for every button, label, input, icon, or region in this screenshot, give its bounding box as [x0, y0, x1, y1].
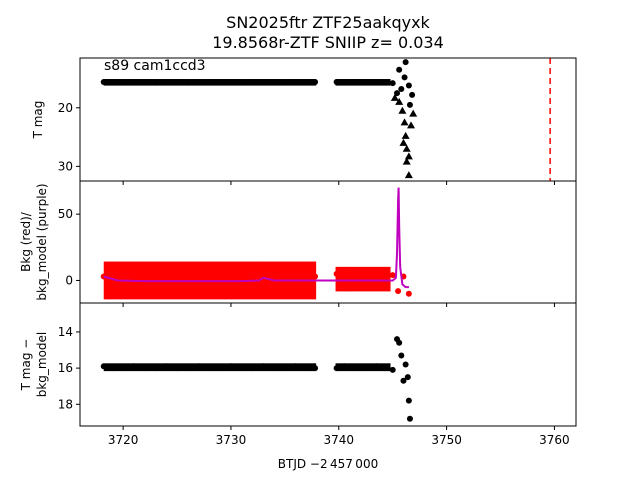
- upper-limit-triangle: [395, 97, 404, 105]
- plot-area-bottom: [100, 336, 413, 422]
- panel-frame: [79, 302, 577, 427]
- x-tick-label: 3740: [324, 433, 355, 447]
- plot-area-middle: [100, 187, 412, 300]
- y-axis-label-middle: Bkg (red)/bkg_model (purple): [19, 183, 49, 300]
- data-point: [395, 288, 402, 295]
- series-line-bkg_model: [103, 187, 409, 289]
- upper-limit-triangle: [409, 109, 418, 117]
- data-point: [402, 59, 409, 66]
- upper-limit-triangle: [400, 118, 409, 126]
- data-point: [405, 290, 412, 297]
- data-point: [394, 90, 401, 97]
- data-point: [401, 74, 408, 81]
- data-point: [409, 91, 416, 98]
- upper-limit-triangle: [404, 171, 413, 179]
- data-point: [405, 82, 412, 89]
- title-line-2: 19.8568r-ZTF SNIIP z= 0.034: [212, 33, 444, 52]
- x-tick-label: 3760: [539, 433, 570, 447]
- panel-middle: 0 50 Bkg (red)/bkg_model (purple): [19, 180, 577, 307]
- upper-limit-triangle: [398, 106, 407, 114]
- x-tick-label: 3730: [216, 433, 247, 447]
- upper-limit-triangle: [402, 157, 411, 165]
- sector-camera-annotation: s89 cam1ccd3: [104, 58, 206, 74]
- x-tick-label: 3720: [108, 433, 139, 447]
- dense-data-band: [335, 266, 391, 292]
- y-tick-label: 20: [58, 101, 73, 115]
- y-axis-label-bottom: T mag − bkg_model: [19, 332, 49, 398]
- upper-limit-triangle: [399, 138, 408, 146]
- dense-data-band: [335, 363, 391, 372]
- y-tick-label: 14: [58, 325, 73, 339]
- data-point: [389, 80, 396, 87]
- y-axis-label-line: T mag −: [19, 339, 33, 392]
- upper-limit-triangle: [401, 131, 410, 139]
- y-axis-label-top: T mag: [31, 101, 45, 140]
- data-point: [389, 272, 396, 279]
- y-axis-label-line: Bkg (red)/: [19, 211, 33, 272]
- title-line-1: SN2025ftr ZTF25aakqyxk: [226, 13, 430, 32]
- data-point: [405, 397, 412, 404]
- y-axis-label-line: bkg_model (purple): [35, 183, 49, 300]
- dense-data-band: [103, 79, 317, 86]
- data-point: [406, 415, 413, 422]
- data-point: [404, 374, 411, 381]
- data-point: [389, 366, 396, 373]
- panels-group: 20 30 T mag 0 50 Bkg (red)/bkg_model (purple)…: [19, 57, 577, 447]
- data-point: [396, 66, 403, 73]
- data-point: [402, 361, 409, 368]
- panel-bottom: 14 16 18 3720 3730 3740 3750 3760 T mag − bkg_mod…: [19, 302, 577, 447]
- y-axis-label-line: T mag: [31, 101, 45, 140]
- upper-limit-triangle: [390, 93, 399, 101]
- upper-limit-triangle: [402, 144, 411, 152]
- data-point: [398, 86, 405, 93]
- data-point: [400, 377, 407, 384]
- dense-data-band: [335, 79, 391, 86]
- y-tick-label: 0: [65, 273, 73, 287]
- x-tick-label: 3750: [431, 433, 462, 447]
- plot-area-top: [100, 58, 551, 181]
- y-axis-label-line: bkg_model: [35, 332, 49, 398]
- upper-limit-triangle: [407, 121, 416, 129]
- y-tick-label: 18: [58, 397, 73, 411]
- y-tick-label: 30: [58, 159, 73, 173]
- x-axis-label: BTJD −2 457 000: [278, 457, 378, 471]
- y-tick-label: 50: [58, 207, 73, 221]
- data-point: [398, 352, 405, 359]
- y-tick-label: 16: [58, 361, 73, 375]
- panel-top: 20 30 T mag: [31, 57, 577, 185]
- data-point: [406, 101, 413, 108]
- dense-data-band: [103, 363, 317, 372]
- upper-limit-triangle: [404, 152, 413, 160]
- data-point: [396, 339, 403, 346]
